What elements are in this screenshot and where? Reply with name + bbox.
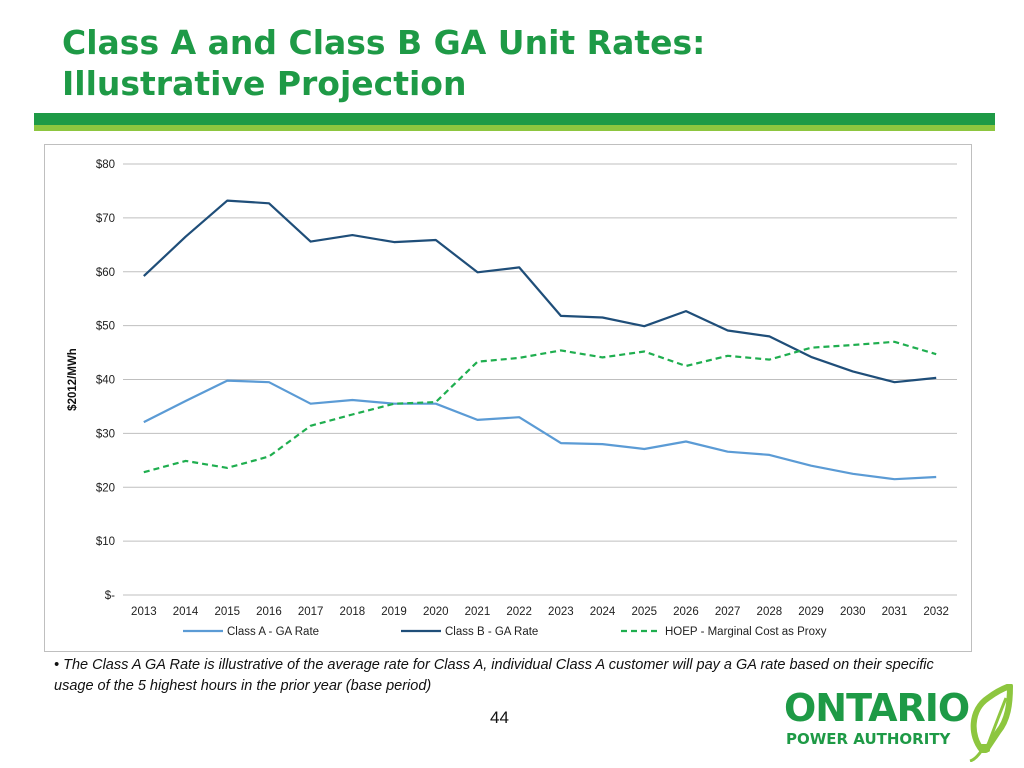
legend-label: HOEP - Marginal Cost as Proxy bbox=[665, 626, 827, 638]
x-tick-label: 2021 bbox=[465, 606, 491, 618]
x-tick-label: 2013 bbox=[131, 606, 157, 618]
footnote: • The Class A GA Rate is illustrative of… bbox=[54, 657, 934, 694]
slide-title-line2: Illustrative Projection bbox=[62, 64, 467, 103]
y-tick-label: $70 bbox=[96, 213, 115, 225]
ontario-power-authority-logo: ONTARIO POWER AUTHORITY bbox=[784, 684, 1020, 764]
slide-title-line1: Class A and Class B GA Unit Rates: bbox=[62, 23, 706, 62]
y-tick-label: $50 bbox=[96, 321, 115, 333]
logo-subtitle: POWER AUTHORITY bbox=[786, 730, 951, 748]
y-tick-label: $10 bbox=[96, 536, 115, 548]
x-tick-label: 2029 bbox=[798, 606, 824, 618]
x-tick-label: 2030 bbox=[840, 606, 866, 618]
x-tick-label: 2017 bbox=[298, 606, 324, 618]
x-tick-label: 2014 bbox=[173, 606, 199, 618]
y-tick-label: $60 bbox=[96, 267, 115, 279]
leaf-plug-icon bbox=[969, 684, 1013, 762]
x-tick-label: 2024 bbox=[590, 606, 616, 618]
y-tick-label: $80 bbox=[96, 159, 115, 171]
chart-frame: $- $10 $20 $30 $40 $50 $60 $70 $80 2013 2014 2015 20… bbox=[44, 144, 972, 652]
y-tick-label: $30 bbox=[96, 428, 115, 440]
y-tick-label: $- bbox=[105, 590, 115, 602]
x-tick-label: 2020 bbox=[423, 606, 449, 618]
x-tick-label: 2022 bbox=[506, 606, 532, 618]
x-tick-label: 2019 bbox=[381, 606, 407, 618]
series-line-3 bbox=[143, 340, 937, 474]
x-tick-label: 2028 bbox=[757, 606, 783, 618]
x-tick-label: 2026 bbox=[673, 606, 699, 618]
x-tick-label: 2027 bbox=[715, 606, 741, 618]
header-divider-dark bbox=[34, 113, 995, 125]
x-tick-label: 2015 bbox=[214, 606, 240, 618]
logo-wordmark: ONTARIO bbox=[784, 686, 970, 730]
x-tick-label: 2032 bbox=[923, 606, 949, 618]
series-line-1 bbox=[143, 379, 937, 481]
slide-title: Class A and Class B GA Unit Rates: Illus… bbox=[62, 22, 705, 104]
x-tick-label: 2025 bbox=[631, 606, 657, 618]
y-axis-title: $2012/MWh bbox=[67, 348, 79, 411]
y-tick-label: $20 bbox=[96, 482, 115, 494]
legend-label: Class A - GA Rate bbox=[227, 626, 319, 638]
x-tick-label: 2016 bbox=[256, 606, 282, 618]
x-tick-label: 2018 bbox=[340, 606, 366, 618]
line-chart: $- $10 $20 $30 $40 $50 $60 $70 $80 2013 2014 2015 20… bbox=[67, 159, 957, 638]
legend-label: Class B - GA Rate bbox=[445, 626, 538, 638]
series-line-2 bbox=[143, 199, 937, 384]
page-number: 44 bbox=[490, 708, 509, 727]
header-divider-light bbox=[34, 125, 995, 131]
y-tick-label: $40 bbox=[96, 375, 115, 387]
x-tick-label: 2023 bbox=[548, 606, 574, 618]
x-tick-label: 2031 bbox=[882, 606, 908, 618]
